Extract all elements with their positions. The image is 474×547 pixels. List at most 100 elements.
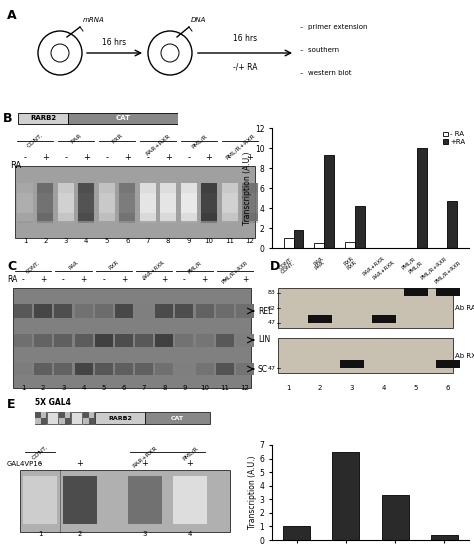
Text: C: C	[7, 260, 16, 273]
Bar	[216, 334, 234, 346]
Text: +: +	[121, 276, 127, 284]
Text: RA: RA	[10, 161, 21, 171]
Text: 5X GAL4: 5X GAL4	[35, 398, 71, 407]
Bar	[216, 363, 234, 375]
Bar	[201, 213, 217, 223]
Bar	[83, 412, 94, 424]
Bar	[115, 334, 133, 346]
Bar	[89, 412, 94, 418]
Text: -: -	[228, 154, 231, 162]
Text: +: +	[165, 154, 172, 162]
Bar	[345, 242, 355, 248]
Text: 12: 12	[246, 238, 255, 244]
Bar	[119, 213, 135, 223]
Text: +: +	[77, 459, 83, 468]
Text: RARB2: RARB2	[108, 416, 132, 421]
Text: 83: 83	[268, 290, 276, 295]
Text: 2: 2	[78, 531, 82, 537]
Bar	[436, 360, 460, 368]
Bar	[314, 243, 324, 248]
Text: RA: RA	[7, 276, 18, 284]
Bar	[128, 476, 162, 524]
Bar	[135, 334, 153, 346]
Bar	[155, 304, 173, 318]
Bar	[64, 412, 70, 418]
Text: RAR: RAR	[68, 260, 79, 271]
Text: 8: 8	[162, 385, 166, 391]
Bar	[173, 476, 207, 524]
Text: -: -	[143, 276, 146, 284]
Bar	[55, 304, 73, 318]
Bar	[283, 526, 310, 540]
Text: +: +	[206, 154, 212, 162]
Bar	[68, 113, 178, 124]
Bar	[37, 183, 54, 221]
Bar	[58, 213, 74, 223]
Text: D: D	[270, 260, 280, 273]
Bar	[236, 363, 254, 375]
Bar	[99, 183, 115, 193]
Text: CAT: CAT	[116, 115, 130, 121]
Bar	[181, 183, 197, 221]
Bar	[71, 412, 82, 424]
Bar	[78, 213, 94, 223]
Text: CONT.: CONT.	[280, 260, 296, 275]
Text: +: +	[161, 276, 167, 284]
Bar	[236, 304, 254, 318]
Text: mRNA: mRNA	[83, 17, 105, 23]
Text: 3: 3	[143, 531, 147, 537]
Bar	[201, 183, 217, 193]
Text: RARB2: RARB2	[30, 115, 56, 121]
Bar	[196, 304, 214, 318]
Bar	[95, 412, 145, 424]
Bar	[382, 495, 409, 540]
Text: 4: 4	[84, 238, 89, 244]
Bar	[34, 363, 52, 375]
Text: 47: 47	[268, 321, 276, 325]
Text: -: -	[105, 154, 109, 162]
Text: RXR: RXR	[346, 260, 358, 271]
Text: 16 hrs: 16 hrs	[102, 38, 126, 47]
Text: 5: 5	[414, 385, 418, 391]
Text: -: -	[187, 154, 190, 162]
Text: -: -	[146, 154, 149, 162]
Bar	[135, 363, 153, 375]
Text: 3: 3	[350, 385, 354, 391]
Bar	[35, 412, 46, 424]
Bar	[20, 470, 230, 532]
Text: RAR: RAR	[313, 256, 324, 267]
Text: 2: 2	[43, 238, 48, 244]
Bar	[236, 334, 254, 346]
Bar	[355, 206, 365, 248]
Bar	[293, 230, 303, 248]
Text: Ab RXR: Ab RXR	[455, 352, 474, 358]
Bar	[324, 155, 334, 248]
Text: 6: 6	[122, 385, 126, 391]
Text: +: +	[201, 276, 208, 284]
Bar	[278, 288, 453, 328]
Text: +: +	[124, 154, 131, 162]
Bar	[74, 334, 92, 346]
Text: PML/R+RXR: PML/R+RXR	[221, 260, 249, 285]
Bar	[135, 304, 153, 318]
Text: +: +	[83, 154, 90, 162]
Text: 5: 5	[105, 238, 109, 244]
Bar	[40, 418, 46, 424]
Text: GAL4VP16: GAL4VP16	[7, 461, 43, 467]
Text: E: E	[7, 398, 16, 411]
Bar	[404, 288, 428, 296]
Bar	[175, 363, 193, 375]
Text: 3: 3	[61, 385, 65, 391]
Text: RAR: RAR	[70, 133, 82, 145]
Text: SC: SC	[258, 364, 268, 374]
Text: PML/R: PML/R	[187, 260, 202, 275]
Bar	[160, 213, 176, 223]
Bar	[221, 183, 237, 221]
Text: 10: 10	[205, 238, 214, 244]
Bar	[95, 304, 113, 318]
Text: -: -	[22, 276, 24, 284]
Bar	[55, 363, 73, 375]
Bar	[34, 304, 52, 318]
Bar	[447, 201, 457, 248]
Bar	[37, 183, 54, 193]
